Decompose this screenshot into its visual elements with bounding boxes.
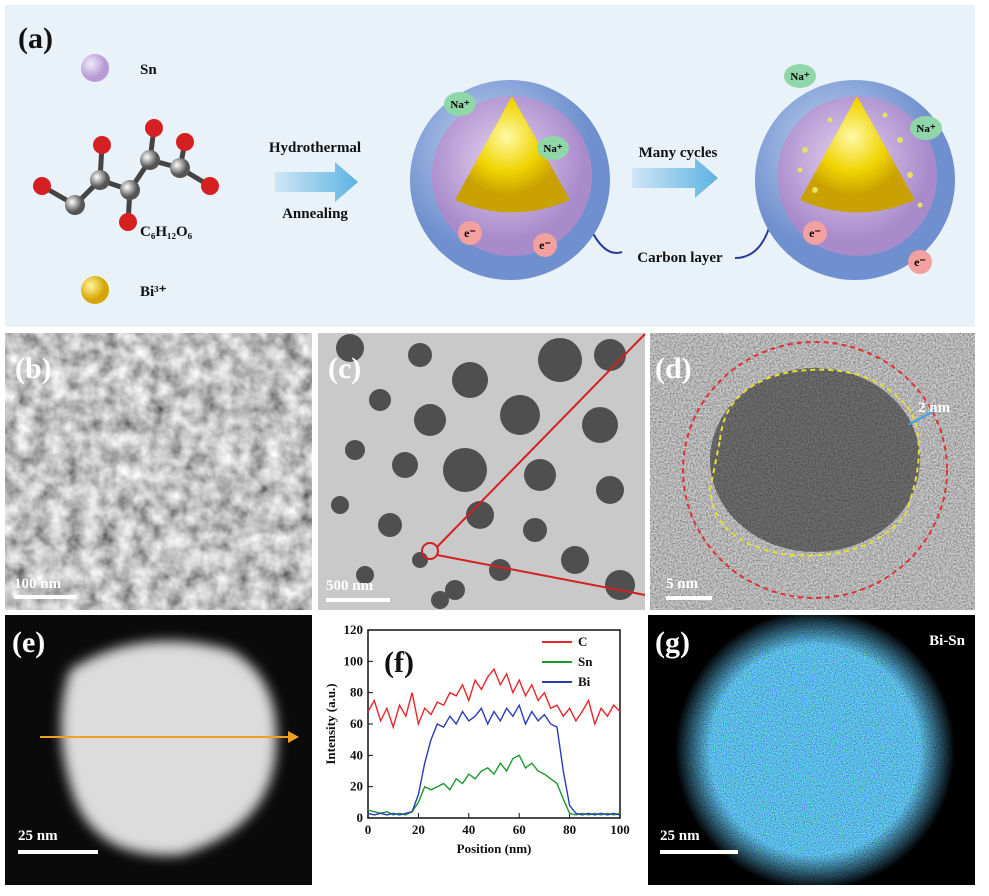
panel-label: (d) (655, 352, 692, 385)
pointer-arrow (734, 224, 771, 259)
line-scan-head (288, 731, 299, 743)
process-arrow (632, 158, 718, 198)
na-ion: Na⁺ (916, 123, 935, 135)
inner-boundary (708, 368, 920, 557)
panel-label: (b) (15, 352, 52, 385)
electron-drops (458, 221, 932, 274)
step-label: Annealing (282, 206, 348, 222)
sem-image (5, 333, 312, 610)
y-tick-label: 60 (350, 716, 363, 731)
zoom-circle (421, 542, 439, 560)
outer-boundary (682, 341, 948, 599)
glucose-formula: C₆H₁₂O₆ (140, 224, 193, 240)
y-tick-label: 80 (350, 685, 363, 700)
electron: e⁻ (914, 255, 926, 269)
y-tick-label: 20 (350, 779, 363, 794)
glucose-atoms (33, 119, 219, 231)
map-label: Bi-Sn (929, 633, 966, 649)
scale-label: 25 nm (660, 828, 700, 844)
x-tick-label: 100 (610, 822, 630, 837)
zoom-line (436, 554, 646, 596)
panel-label: (a) (18, 22, 53, 55)
electron: e⁻ (539, 238, 551, 252)
step-label: Hydrothermal (269, 140, 361, 156)
process-arrow (275, 162, 358, 202)
y-tick-label: 0 (357, 810, 364, 825)
shell-arrow (907, 409, 937, 426)
scale-label: 25 nm (18, 828, 58, 844)
zoom-line (436, 333, 646, 548)
x-tick-label: 80 (563, 822, 576, 837)
y-tick-label: 100 (344, 653, 364, 668)
panel-label: (f) (384, 646, 414, 679)
y-tick-label: 120 (344, 622, 364, 637)
legend-label: Sn (578, 654, 593, 669)
x-tick-label: 60 (513, 822, 526, 837)
x-tick-label: 0 (365, 822, 372, 837)
y-axis-label: Intensity (a.u.) (323, 683, 338, 764)
particle-cycled (755, 80, 955, 280)
electron: e⁻ (809, 226, 821, 240)
scale-label: 5 nm (666, 576, 699, 592)
particle-core (710, 368, 920, 552)
series-line (367, 754, 621, 816)
panel-label: (e) (12, 626, 45, 659)
series-line (367, 703, 621, 816)
particle (61, 641, 277, 856)
series-line (367, 667, 621, 730)
na-ion: Na⁺ (450, 99, 469, 111)
legend-label: Bi (578, 674, 591, 689)
eds-signal (648, 615, 975, 885)
bi-ion (81, 276, 109, 304)
tem-image (318, 333, 645, 610)
sn-label: Sn (140, 62, 157, 78)
step-label: Many cycles (639, 145, 718, 161)
line-chart: 0 20 40 60 80 100 120 0 20 40 60 80 100 Position (nm)… (323, 622, 630, 856)
na-ion: Na⁺ (543, 143, 562, 155)
shell-thickness: 2 nm (918, 400, 951, 416)
na-ion: Na⁺ (790, 71, 809, 83)
x-axis-label: Position (nm) (457, 841, 532, 856)
x-tick-label: 40 (462, 822, 475, 837)
scale-label: 100 nm (14, 576, 62, 592)
x-tick-label: 20 (412, 822, 425, 837)
na-ion-drops (444, 64, 942, 160)
y-tick-label: 40 (350, 747, 363, 762)
particle-fresh (410, 80, 610, 280)
panel-label: (g) (655, 626, 690, 659)
carbon-layer-label: Carbon layer (637, 250, 723, 266)
bi-label: Bi³⁺ (140, 284, 167, 300)
panel-label: (c) (328, 352, 361, 385)
scale-label: 500 nm (326, 578, 374, 594)
legend-label: C (578, 634, 587, 649)
electron: e⁻ (464, 226, 476, 240)
sn-atom (81, 54, 109, 82)
